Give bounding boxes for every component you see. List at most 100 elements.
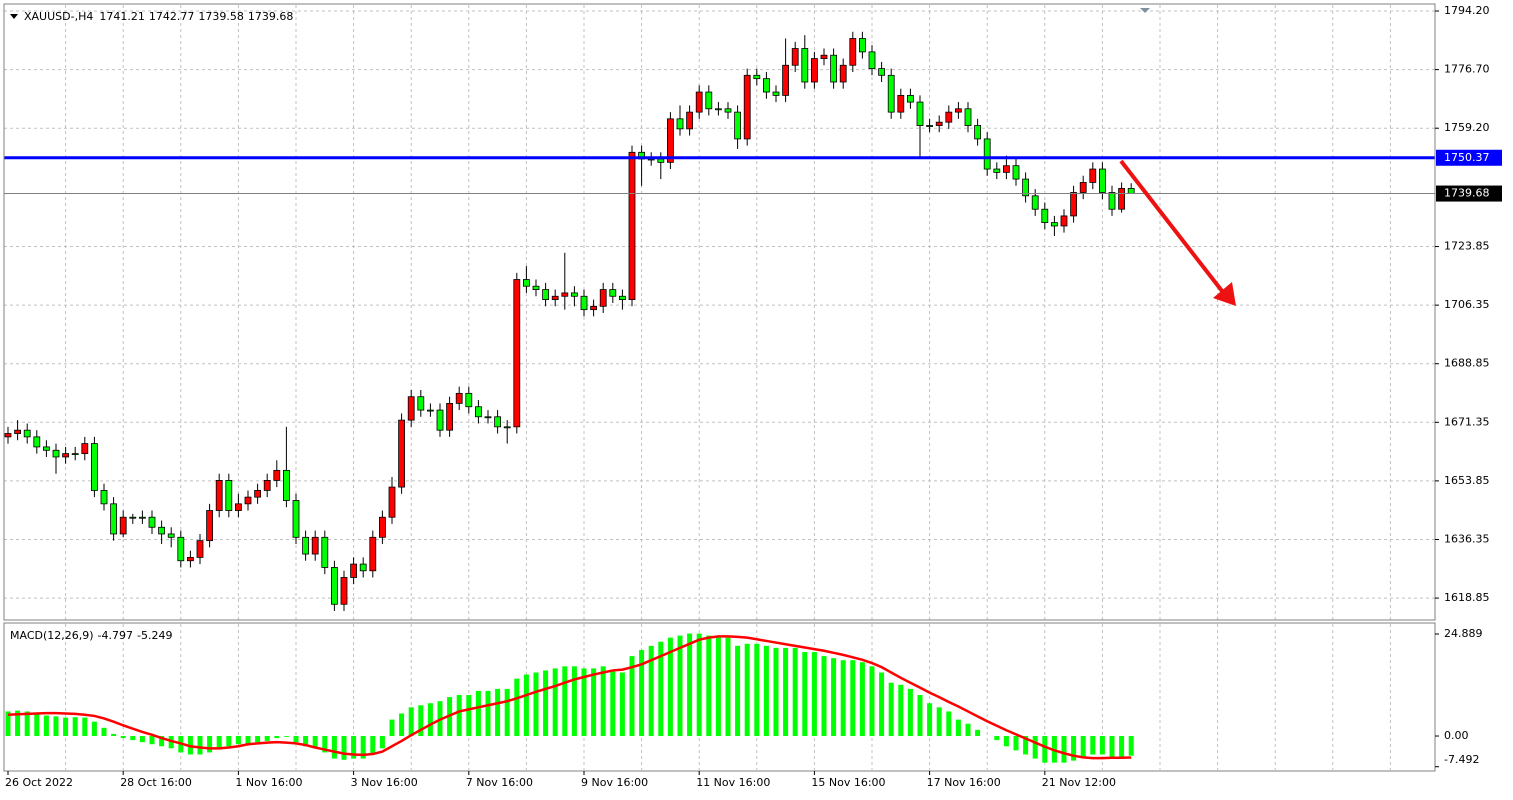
candle-body [907, 94, 914, 103]
macd-bar [715, 635, 721, 737]
candle-body [868, 51, 876, 70]
y-tick-label: 1653.85 [1444, 474, 1490, 487]
symbol-dropdown[interactable] [10, 14, 18, 19]
candle-body [945, 111, 953, 123]
candle-body [667, 118, 674, 163]
candle-body [657, 158, 665, 163]
x-tick-label: 15 Nov 16:00 [811, 776, 885, 789]
candle-body [1003, 165, 1010, 173]
candle-body [465, 392, 473, 408]
macd-bar [120, 736, 126, 739]
candle-body [110, 503, 117, 535]
macd-bar [418, 705, 424, 737]
candle-body [244, 496, 252, 505]
macd-bar [946, 711, 952, 737]
candle-body [609, 289, 617, 297]
y-tick-label: 24.889 [1444, 627, 1483, 640]
last-high: 1742.77 [149, 10, 195, 23]
candle-body [859, 38, 866, 53]
candle-body [993, 168, 1001, 173]
y-tick-label: 1618.85 [1444, 591, 1490, 604]
y-tick-label: 1706.35 [1444, 298, 1490, 311]
x-tick-label: 21 Nov 12:00 [1042, 776, 1116, 789]
x-tick-label: 3 Nov 16:00 [351, 776, 418, 789]
macd-bar [735, 645, 741, 737]
macd-bar [600, 666, 606, 737]
macd-bar [763, 645, 769, 737]
macd-bar [274, 736, 280, 739]
candle-body [743, 74, 751, 140]
macd-bar [130, 736, 136, 741]
macd-bar [610, 670, 616, 737]
last-low: 1739.58 [198, 10, 244, 23]
macd-bar [850, 660, 856, 737]
candle-body [359, 563, 367, 572]
macd-bar [648, 645, 654, 737]
macd-bar [591, 668, 597, 737]
candle-body [158, 526, 166, 535]
candle-body [1041, 208, 1049, 224]
macd-bar [744, 643, 750, 737]
candle-body [407, 396, 415, 421]
symbol: XAUUSD-,H4 [24, 10, 93, 23]
macd-bar [936, 707, 942, 737]
candle-body [234, 503, 242, 511]
macd-bar [859, 662, 865, 737]
candle-body [4, 433, 12, 438]
macd-bar [370, 736, 376, 755]
macd-bar [379, 736, 385, 749]
candle-body [897, 94, 905, 113]
candle-body [1079, 182, 1087, 193]
candle-body [763, 78, 770, 93]
candle-body [14, 429, 22, 434]
macd-bar [898, 684, 904, 737]
candle-body [705, 91, 713, 110]
candle-body [71, 453, 79, 456]
macd-bar [101, 727, 107, 737]
price-header: XAUUSD-,H4 1741.21 1742.77 1739.58 1739.68 [24, 10, 293, 23]
macd-bar [696, 633, 702, 737]
candle-body [955, 108, 962, 113]
candle-body [974, 125, 981, 140]
x-tick-label: 7 Nov 16:00 [466, 776, 533, 789]
macd-bar [389, 719, 395, 737]
macd-bar [955, 719, 961, 737]
candle-body [1012, 165, 1020, 180]
bid-tag [1436, 185, 1502, 202]
macd-bar [341, 736, 347, 760]
macd-bar [159, 736, 165, 747]
candle-body [695, 91, 703, 113]
macd-bar [975, 729, 981, 737]
y-tick-label: 1671.35 [1444, 415, 1490, 428]
candle-body [1127, 188, 1135, 194]
candle-body [311, 536, 319, 555]
candle-body [186, 556, 194, 562]
macd-bar [907, 688, 913, 737]
macd-bar [399, 713, 405, 737]
candle-body [494, 416, 502, 428]
signal-last: -5.249 [137, 629, 172, 642]
candle-body [177, 536, 185, 562]
macd-bar [15, 710, 21, 737]
macd-bar [917, 695, 923, 737]
candle-body [1118, 188, 1125, 210]
candle-body [62, 453, 69, 458]
candle-body [571, 292, 578, 297]
candle-body [801, 48, 809, 83]
macd-bar [802, 651, 808, 737]
candle-body [426, 409, 434, 412]
candle-body [378, 516, 386, 538]
candle-body [791, 48, 799, 66]
macd-title: MACD(12,26,9) [10, 629, 94, 642]
candle-body [772, 91, 780, 96]
macd-bar [1013, 736, 1019, 751]
candle-body [561, 292, 569, 297]
macd-bar [82, 717, 88, 737]
candle-body [1108, 192, 1116, 210]
candle-body [119, 516, 127, 535]
price-panel-frame [3, 3, 1436, 621]
y-tick-label: 1636.35 [1444, 532, 1490, 545]
candle-body [148, 516, 156, 528]
